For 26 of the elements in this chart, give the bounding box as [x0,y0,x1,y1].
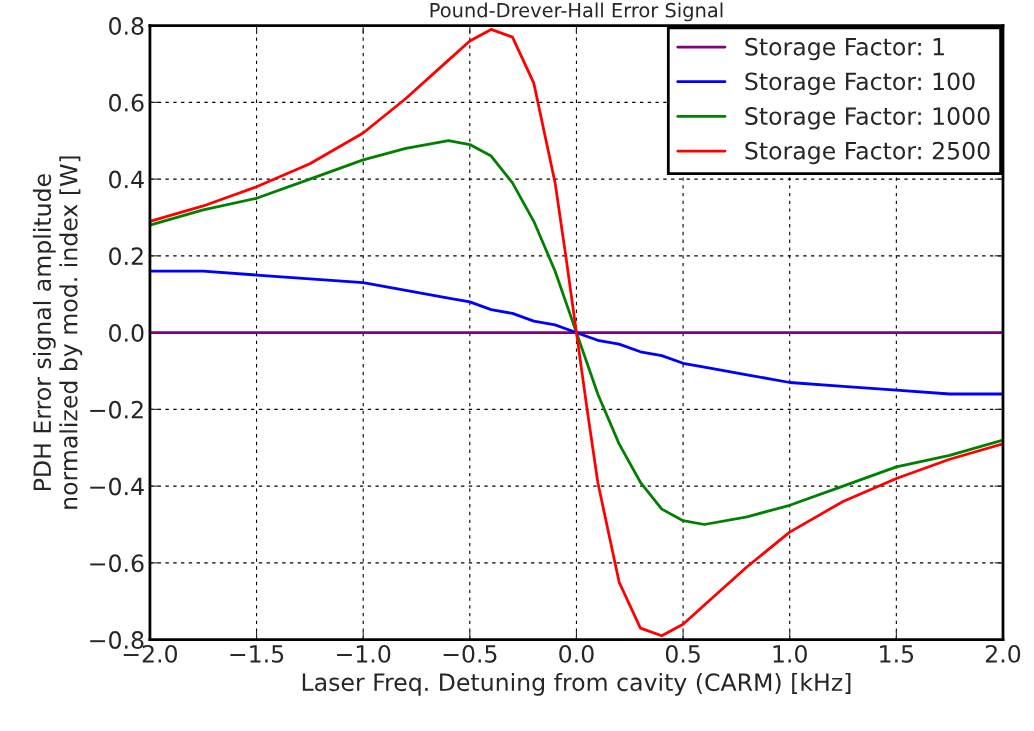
y-tick-label: 0.2 [109,247,143,266]
x-tick-label: −1.5 [230,645,284,663]
line-series [149,139,1003,526]
x-tick-label: −1.0 [337,644,391,663]
x-tick-label: −0.5 [443,644,497,663]
legend-label: Storage Factor: 1 [745,37,944,61]
line-series [149,269,1003,396]
y-axis-title: PDH Error signal amplitude normalized by mod. index [W] [32,156,83,509]
x-tick-label: 2.0 [985,644,1021,663]
legend-label: Storage Factor: 2500 [745,141,990,165]
x-tick-label: 1.5 [880,645,914,663]
y-tick-label: 0.6 [109,93,144,112]
line-series [149,28,1003,638]
y-tick-label: −0.2 [90,400,143,419]
legend-label: Storage Factor: 1000 [745,107,990,130]
chart-title: Pound-Drever-Hall Error Signal [430,2,723,22]
y-tick-label: 0.0 [109,324,144,342]
x-tick-label: 1.0 [773,644,807,663]
y-tick-label: −0.4 [90,477,144,496]
x-tick-label: 0.5 [665,644,700,663]
y-tick-label: −0.6 [90,554,144,573]
y-tick-label: 0.4 [109,170,144,189]
legend-label: Storage Factor: 100 [745,72,975,95]
x-axis-title: Laser Freq. Detuning from cavity (CARM) [kHz] [302,672,851,696]
x-tick-label: 0.0 [559,644,594,663]
y-tick-label: 0.8 [109,17,144,35]
